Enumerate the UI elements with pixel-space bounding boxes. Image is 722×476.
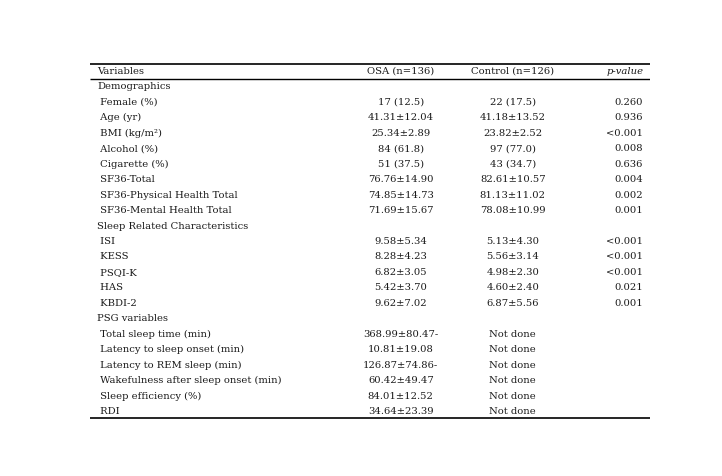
Text: 6.87±5.56: 6.87±5.56 (487, 299, 539, 308)
Text: Female (%): Female (%) (97, 98, 157, 107)
Text: 25.34±2.89: 25.34±2.89 (371, 129, 430, 138)
Text: 10.81±19.08: 10.81±19.08 (368, 345, 434, 354)
Text: Sleep efficiency (%): Sleep efficiency (%) (97, 391, 201, 401)
Text: 8.28±4.23: 8.28±4.23 (375, 252, 427, 261)
Text: HAS: HAS (97, 283, 123, 292)
Text: 126.87±74.86-: 126.87±74.86- (363, 361, 438, 370)
Text: Variables: Variables (97, 67, 144, 76)
Text: 81.13±11.02: 81.13±11.02 (479, 190, 546, 199)
Text: 17 (12.5): 17 (12.5) (378, 98, 424, 107)
Text: KESS: KESS (97, 252, 129, 261)
Text: PSG variables: PSG variables (97, 314, 168, 323)
Text: Cigarette (%): Cigarette (%) (97, 159, 169, 169)
Text: 9.58±5.34: 9.58±5.34 (375, 237, 427, 246)
Text: Not done: Not done (490, 392, 536, 401)
Text: ISI: ISI (97, 237, 115, 246)
Text: KBDI-2: KBDI-2 (97, 299, 136, 308)
Text: 41.18±13.52: 41.18±13.52 (479, 113, 546, 122)
Text: 0.636: 0.636 (614, 159, 643, 169)
Text: Latency to REM sleep (min): Latency to REM sleep (min) (97, 361, 242, 370)
Text: 60.42±49.47: 60.42±49.47 (368, 376, 434, 385)
Text: SF36-Mental Health Total: SF36-Mental Health Total (97, 206, 232, 215)
Text: 0.001: 0.001 (614, 299, 643, 308)
Text: Not done: Not done (490, 376, 536, 385)
Text: 22 (17.5): 22 (17.5) (490, 98, 536, 107)
Text: 9.62±7.02: 9.62±7.02 (375, 299, 427, 308)
Text: Demographics: Demographics (97, 82, 170, 91)
Text: Wakefulness after sleep onset (min): Wakefulness after sleep onset (min) (97, 376, 282, 385)
Text: 368.99±80.47-: 368.99±80.47- (363, 330, 438, 339)
Text: 5.13±4.30: 5.13±4.30 (486, 237, 539, 246)
Text: Latency to sleep onset (min): Latency to sleep onset (min) (97, 345, 244, 354)
Text: 84 (61.8): 84 (61.8) (378, 144, 424, 153)
Text: BMI (kg/m²): BMI (kg/m²) (97, 129, 162, 138)
Text: 0.008: 0.008 (614, 144, 643, 153)
Text: 97 (77.0): 97 (77.0) (490, 144, 536, 153)
Text: <0.001: <0.001 (606, 237, 643, 246)
Text: 6.82±3.05: 6.82±3.05 (375, 268, 427, 277)
Text: 5.56±3.14: 5.56±3.14 (487, 252, 539, 261)
Text: 0.021: 0.021 (614, 283, 643, 292)
Text: 0.002: 0.002 (614, 190, 643, 199)
Text: Sleep Related Characteristics: Sleep Related Characteristics (97, 221, 248, 230)
Text: 0.004: 0.004 (614, 175, 643, 184)
Text: 23.82±2.52: 23.82±2.52 (483, 129, 542, 138)
Text: SF36-Physical Health Total: SF36-Physical Health Total (97, 190, 238, 199)
Text: Alcohol (%): Alcohol (%) (97, 144, 158, 153)
Text: Not done: Not done (490, 345, 536, 354)
Text: 43 (34.7): 43 (34.7) (490, 159, 536, 169)
Text: <0.001: <0.001 (606, 252, 643, 261)
Text: 76.76±14.90: 76.76±14.90 (368, 175, 433, 184)
Text: SF36-Total: SF36-Total (97, 175, 155, 184)
Text: Not done: Not done (490, 330, 536, 339)
Text: RDI: RDI (97, 407, 120, 416)
Text: 34.64±23.39: 34.64±23.39 (368, 407, 434, 416)
Text: 84.01±12.52: 84.01±12.52 (368, 392, 434, 401)
Text: 0.001: 0.001 (614, 206, 643, 215)
Text: Not done: Not done (490, 407, 536, 416)
Text: PSQI-K: PSQI-K (97, 268, 136, 277)
Text: OSA (n=136): OSA (n=136) (367, 67, 435, 76)
Text: 51 (37.5): 51 (37.5) (378, 159, 424, 169)
Text: 4.60±2.40: 4.60±2.40 (487, 283, 539, 292)
Text: Total sleep time (min): Total sleep time (min) (97, 330, 211, 339)
Text: 74.85±14.73: 74.85±14.73 (368, 190, 434, 199)
Text: 71.69±15.67: 71.69±15.67 (368, 206, 433, 215)
Text: Age (yr): Age (yr) (97, 113, 142, 122)
Text: 0.260: 0.260 (614, 98, 643, 107)
Text: 4.98±2.30: 4.98±2.30 (487, 268, 539, 277)
Text: <0.001: <0.001 (606, 268, 643, 277)
Text: 82.61±10.57: 82.61±10.57 (480, 175, 546, 184)
Text: p-value: p-value (606, 67, 643, 76)
Text: <0.001: <0.001 (606, 129, 643, 138)
Text: 0.936: 0.936 (614, 113, 643, 122)
Text: 41.31±12.04: 41.31±12.04 (367, 113, 434, 122)
Text: Control (n=126): Control (n=126) (471, 67, 554, 76)
Text: Not done: Not done (490, 361, 536, 370)
Text: 5.42±3.70: 5.42±3.70 (375, 283, 427, 292)
Text: 78.08±10.99: 78.08±10.99 (480, 206, 546, 215)
